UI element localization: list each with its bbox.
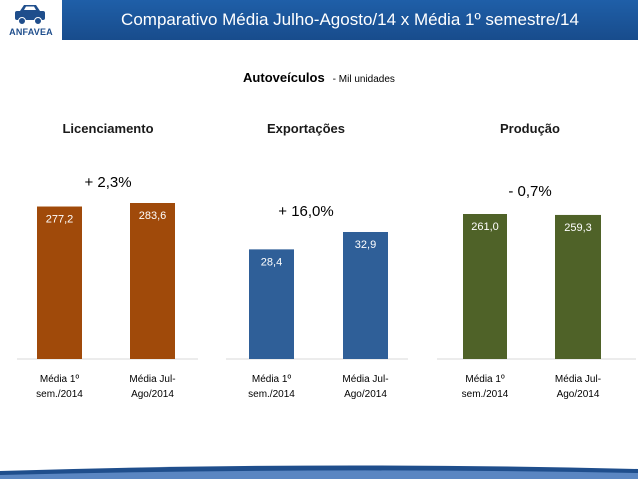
category-label: Média 1º <box>465 374 505 385</box>
change-label: + 2,3% <box>84 174 131 191</box>
subtitle-main: Autoveículos <box>243 70 325 85</box>
category-label: Média 1º <box>40 374 80 385</box>
bar <box>249 249 294 359</box>
chart-subtitle: Autoveículos - Mil unidades <box>0 70 638 85</box>
data-label: 28,4 <box>261 256 282 268</box>
bar <box>463 214 507 359</box>
page-title: Comparativo Média Julho-Agosto/14 x Médi… <box>121 10 579 29</box>
category-label: sem./2014 <box>462 389 509 400</box>
title-bar: Comparativo Média Julho-Agosto/14 x Médi… <box>62 0 638 40</box>
logo-text: ANFAVEA <box>9 27 53 37</box>
category-label: Média 1º <box>252 374 292 385</box>
bar <box>555 214 601 359</box>
anfavea-logo: ANFAVEA <box>0 0 62 40</box>
category-label: sem./2014 <box>248 389 295 400</box>
data-label: 277,2 <box>46 214 74 226</box>
bar <box>130 203 175 359</box>
footer-decoration <box>0 465 638 479</box>
category-label: Ago/2014 <box>344 389 387 400</box>
header: ANFAVEA Comparativo Média Julho-Agosto/1… <box>0 0 638 40</box>
category-label: Ago/2014 <box>131 389 174 400</box>
car-logo-icon <box>15 5 45 25</box>
change-label: - 0,7% <box>508 183 551 200</box>
category-label: Ago/2014 <box>557 389 600 400</box>
change-label: + 16,0% <box>278 203 333 220</box>
data-label: 261,0 <box>471 221 499 233</box>
bar <box>37 206 82 359</box>
panel-title: Licenciamento <box>62 121 153 136</box>
panel-title: Produção <box>500 121 560 136</box>
data-label: 259,3 <box>564 222 592 234</box>
panel-title: Exportações <box>267 121 345 136</box>
subtitle-unit: - Mil unidades <box>332 74 395 85</box>
data-label: 283,6 <box>139 210 167 222</box>
category-label: Média Jul- <box>555 374 601 385</box>
category-label: Média Jul- <box>342 374 388 385</box>
category-label: sem./2014 <box>36 389 83 400</box>
bar <box>343 232 388 359</box>
category-label: Média Jul- <box>129 374 175 385</box>
data-label: 32,9 <box>355 239 376 251</box>
